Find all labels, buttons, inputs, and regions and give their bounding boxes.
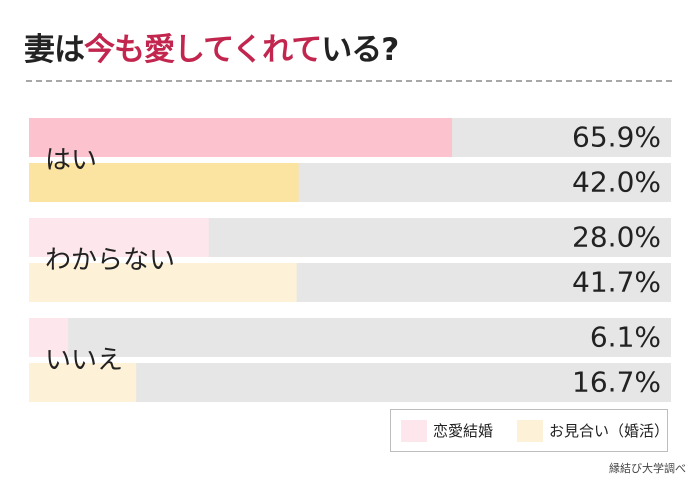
data-label: 41.7% <box>572 266 661 299</box>
legend-label-series-1: 恋愛結婚 <box>433 422 494 440</box>
category-label: はい <box>45 146 97 176</box>
chart-title: 妻は今も愛してくれている? <box>24 24 399 69</box>
title-highlight: 今も愛してくれて <box>84 32 322 68</box>
title-prefix: 妻は <box>24 32 85 68</box>
data-label: 16.7% <box>572 366 661 399</box>
bar <box>29 163 299 202</box>
legend: 恋愛結婚 お見合い（婚活） <box>390 409 669 452</box>
source-note: 縁結び大学調べ <box>609 462 686 475</box>
data-label: 42.0% <box>572 166 661 199</box>
title-divider <box>26 80 672 82</box>
legend-item-series-2: お見合い（婚活） <box>517 410 669 451</box>
category-label: いいえ <box>45 346 123 376</box>
bar <box>29 218 209 257</box>
category-label: わからない <box>45 246 175 276</box>
bar <box>29 118 453 157</box>
bar <box>29 318 69 357</box>
title-suffix: いる? <box>321 32 399 68</box>
bar <box>29 263 297 302</box>
bar <box>29 363 137 402</box>
legend-swatch-series-1 <box>401 419 427 442</box>
bar-track <box>29 318 671 357</box>
data-label: 6.1% <box>590 321 661 354</box>
data-label: 65.9% <box>572 121 661 154</box>
data-label: 28.0% <box>572 221 661 254</box>
legend-swatch-series-2 <box>517 419 543 442</box>
legend-label-series-2: お見合い（婚活） <box>549 422 670 440</box>
legend-item-series-1: 恋愛結婚 <box>401 410 493 451</box>
